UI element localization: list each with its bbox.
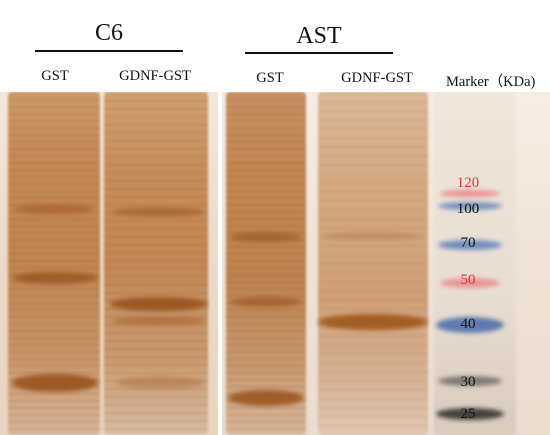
- gel-panel-c6: [0, 92, 218, 435]
- marker-band-120: [440, 190, 500, 197]
- marker-title: Marker（KDa): [446, 74, 536, 90]
- gel-band: [12, 272, 98, 284]
- ast-gst-lane-label: GST: [256, 70, 284, 86]
- marker-band-40: [436, 317, 504, 333]
- marker-label-70: 70: [460, 235, 476, 251]
- marker-label-40: 40: [460, 316, 476, 332]
- gel-panel-ast: [222, 92, 550, 435]
- gel-band: [14, 204, 94, 214]
- c6-group-title: C6: [94, 20, 123, 46]
- gel-band: [318, 314, 428, 330]
- ast-gdnf-gst-lane-label: GDNF-GST: [341, 70, 413, 86]
- marker-label-30: 30: [460, 374, 476, 390]
- gel-band: [112, 207, 204, 217]
- gel-band: [112, 317, 206, 325]
- marker-band-70: [438, 240, 502, 250]
- marker-band-25: [436, 408, 504, 420]
- marker-label-100: 100: [456, 201, 480, 217]
- c6-group-underline: [35, 50, 183, 52]
- marker-label-120: 120: [456, 175, 480, 191]
- marker-label-25: 25: [460, 406, 476, 422]
- marker-band-30: [438, 376, 502, 386]
- c6-gdnf-gst-lane-label: GDNF-GST: [119, 68, 191, 84]
- marker-label-50: 50: [460, 272, 476, 288]
- gel-band: [230, 297, 302, 307]
- gel-panel-divider: [218, 92, 222, 435]
- marker-band-50: [440, 278, 500, 288]
- gel-band: [116, 377, 204, 389]
- ast-group-title: AST: [296, 23, 342, 49]
- gel-band: [230, 232, 302, 242]
- gel-lane-ast-gdnf-gst: [318, 92, 428, 435]
- marker-band-100: [438, 202, 502, 210]
- gel-lane-ast-gst: [226, 92, 306, 435]
- gel-band: [322, 232, 422, 240]
- gel-band: [228, 390, 304, 406]
- gel-band: [110, 297, 208, 311]
- ast-group-underline: [245, 52, 393, 54]
- gel-band: [12, 374, 98, 392]
- c6-gst-lane-label: GST: [41, 68, 69, 84]
